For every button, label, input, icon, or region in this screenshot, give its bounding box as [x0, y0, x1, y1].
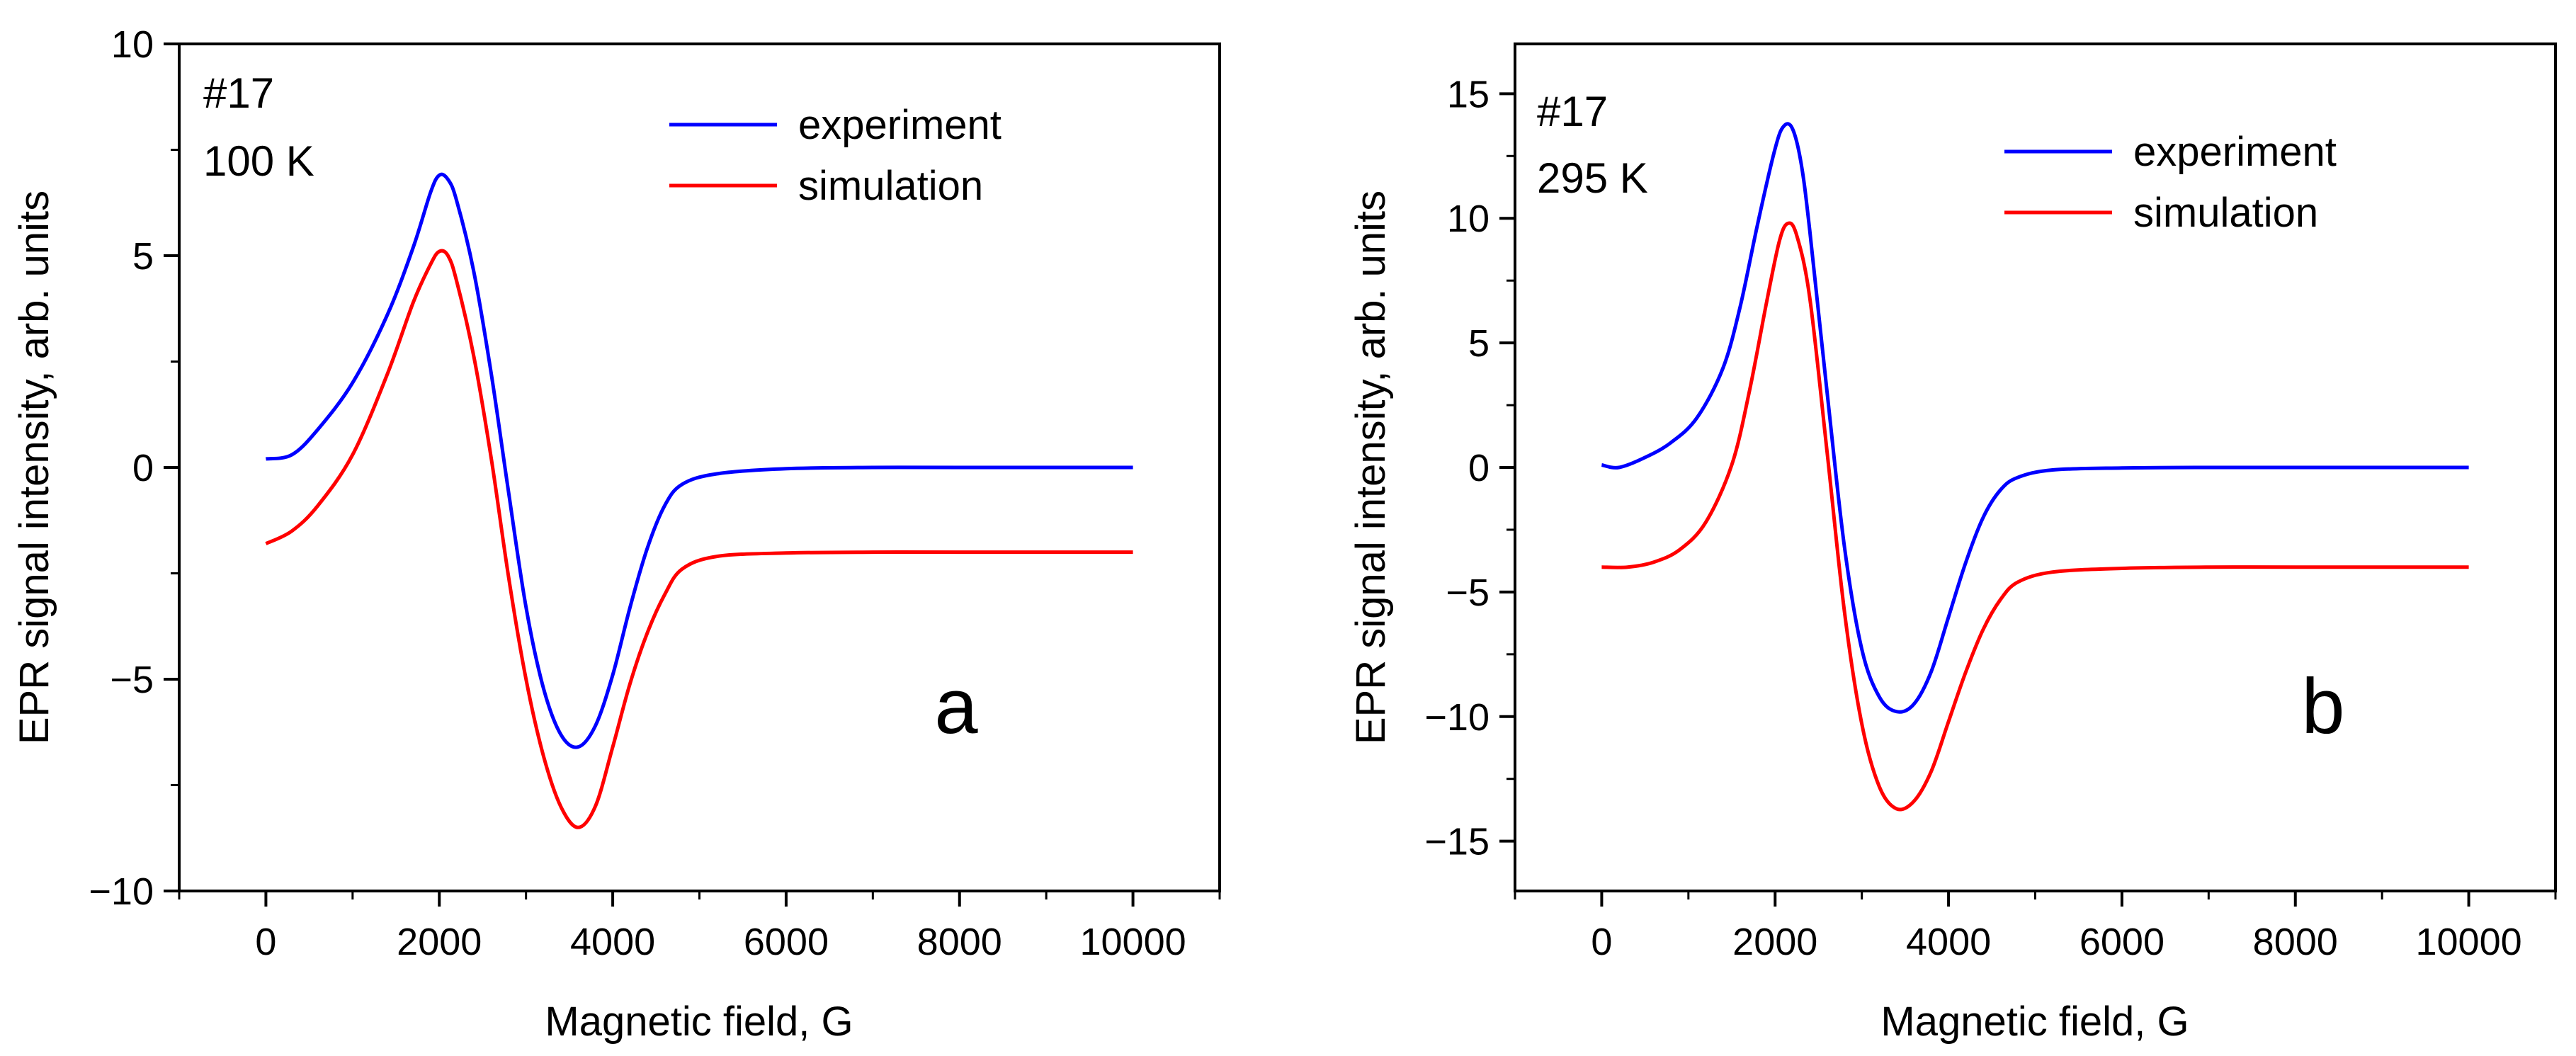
x-tick-label: 2000	[1732, 921, 1817, 963]
y-tick-label: 5	[1468, 322, 1490, 365]
y-tick-label: −10	[89, 870, 154, 913]
x-tick-label: 4000	[570, 921, 655, 963]
panel-a: −10 −5 0 5 10 0 2000 4000 6000 8000 10000 Magneti…	[11, 23, 1221, 1045]
y-axis-ticks: −10 −5 0 5 10	[89, 23, 179, 913]
y-axis-title: EPR signal intensity, arb. units	[11, 191, 57, 744]
y-tick-label: −15	[1424, 821, 1490, 863]
x-tick-label: 6000	[744, 921, 829, 963]
legend-label-experiment: experiment	[2133, 129, 2337, 175]
x-tick-label: 8000	[917, 921, 1002, 963]
y-tick-label: 0	[132, 447, 154, 489]
series-lines	[265, 172, 1133, 829]
x-tick-label: 0	[1591, 921, 1612, 963]
legend: experiment simulation	[669, 102, 1002, 209]
x-axis-title: Magnetic field, G	[1880, 999, 2189, 1045]
y-tick-label: 15	[1447, 73, 1490, 115]
legend-label-simulation: simulation	[2133, 190, 2318, 236]
y-axis-title: EPR signal intensity, arb. units	[1348, 191, 1394, 744]
y-tick-label: 0	[1468, 447, 1490, 489]
x-axis-ticks: 0 2000 4000 6000 8000 10000	[1514, 891, 2557, 963]
panel-letter: b	[2301, 663, 2344, 750]
legend-label-experiment: experiment	[798, 102, 1002, 148]
y-tick-label: 10	[1447, 198, 1490, 240]
panel-letter: a	[934, 663, 978, 750]
y-tick-label: 5	[132, 235, 154, 278]
y-tick-label: −10	[1424, 696, 1490, 739]
y-axis-ticks: −15 −10 −5 0 5 10 15	[1424, 73, 1515, 863]
legend-label-simulation: simulation	[798, 163, 983, 209]
series-line-simulation	[1601, 221, 2469, 812]
x-tick-label: 2000	[397, 921, 482, 963]
series-lines	[1601, 122, 2469, 812]
sample-label: #17	[1537, 88, 1608, 135]
x-axis-ticks: 0 2000 4000 6000 8000 10000	[178, 891, 1221, 963]
y-tick-label: −5	[110, 659, 154, 701]
y-tick-label: −5	[1446, 572, 1490, 614]
temperature-label: 100 K	[203, 137, 314, 185]
x-tick-label: 4000	[1906, 921, 1991, 963]
x-tick-label: 6000	[2079, 921, 2164, 963]
series-line-experiment	[1601, 122, 2469, 714]
y-tick-label: 10	[111, 23, 154, 66]
x-tick-label: 10000	[1079, 921, 1186, 963]
x-axis-title: Magnetic field, G	[545, 999, 853, 1045]
series-line-experiment	[265, 172, 1133, 749]
x-tick-label: 8000	[2253, 921, 2338, 963]
panel-b: −15 −10 −5 0 5 10 15 0 2000 4000 6000 8000 10000 Ma…	[1348, 42, 2557, 1045]
series-line-simulation	[265, 249, 1133, 829]
legend: experiment simulation	[2004, 129, 2337, 236]
temperature-label: 295 K	[1537, 154, 1648, 202]
x-tick-label: 0	[255, 921, 276, 963]
sample-label: #17	[203, 69, 274, 117]
x-tick-label: 10000	[2415, 921, 2521, 963]
